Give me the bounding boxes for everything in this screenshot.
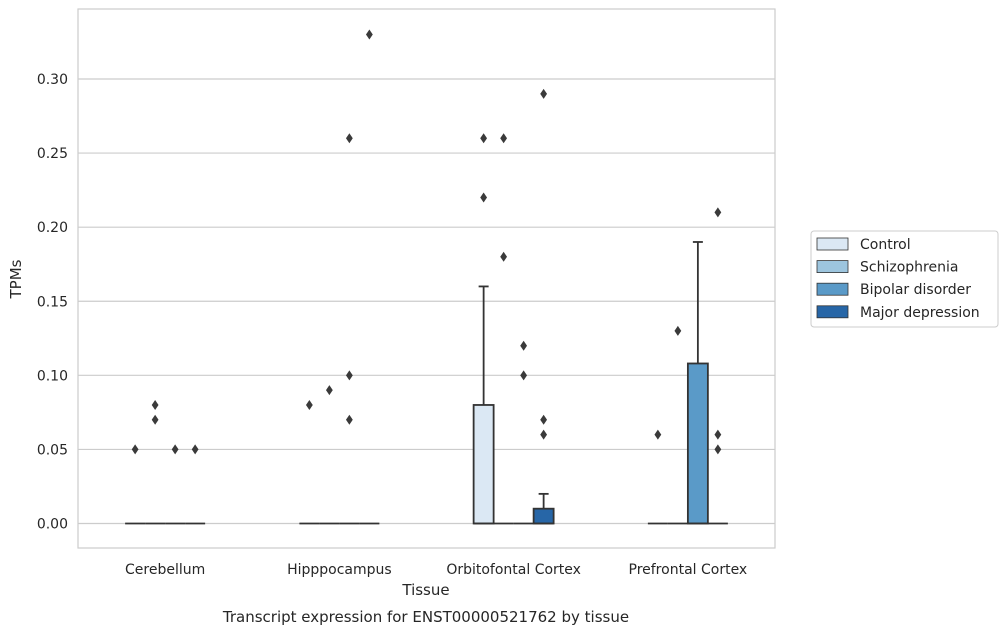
- y-tick-label: 0.20: [37, 220, 68, 236]
- outlier-point: [480, 133, 488, 144]
- outlier-point: [151, 399, 159, 410]
- legend-swatch: [816, 305, 849, 319]
- outlier-point: [540, 414, 548, 425]
- chart-caption: Transcript expression for ENST0000052176…: [222, 608, 629, 626]
- y-tick-label: 0.05: [37, 442, 68, 458]
- y-tick-label: 0.00: [37, 517, 68, 533]
- outlier-point: [540, 88, 548, 99]
- legend-label: Schizophrenia: [860, 260, 958, 276]
- outliers: [131, 29, 722, 455]
- outlier-point: [171, 444, 179, 455]
- y-tick-label: 0.10: [37, 368, 68, 384]
- outlier-point: [540, 429, 548, 440]
- y-tick-label: 0.30: [37, 72, 68, 88]
- box: [532, 507, 555, 525]
- outlier-point: [674, 325, 682, 336]
- outlier-point: [714, 207, 722, 218]
- outlier-point: [654, 429, 662, 440]
- x-tick-label: Prefrontal Cortex: [629, 562, 748, 578]
- legend-items: Control Schizophrenia Bipolar disorder Majo…: [816, 237, 980, 321]
- outlier-point: [345, 370, 353, 381]
- box: [686, 362, 709, 525]
- outlier-point: [131, 444, 139, 455]
- x-tick-label: Orbitofontal Cortex: [446, 562, 581, 578]
- outlier-point: [305, 399, 313, 410]
- outlier-point: [345, 133, 353, 144]
- outlier-point: [714, 429, 722, 440]
- plot-background: [78, 9, 775, 548]
- plot-frame: [77, 8, 776, 549]
- legend-swatch: [816, 282, 849, 296]
- legend-swatch: [816, 237, 849, 251]
- legend-label: Bipolar disorder: [860, 282, 971, 298]
- legend-swatch: [816, 260, 849, 274]
- outlier-point: [191, 444, 199, 455]
- outlier-point: [520, 340, 528, 351]
- y-tick-label: 0.25: [37, 146, 68, 162]
- outlier-point: [520, 370, 528, 381]
- x-tick-label: Hipppocampus: [287, 562, 392, 578]
- y-axis-ticks: 0.00 0.05 0.10 0.15 0.20 0.25 0.30: [37, 72, 68, 533]
- outlier-point: [325, 385, 333, 396]
- legend: Control Schizophrenia Bipolar disorder Majo…: [810, 230, 999, 328]
- y-axis-label: TPMs: [7, 259, 25, 299]
- legend-frame: [810, 230, 999, 328]
- outlier-point: [345, 414, 353, 425]
- box: [472, 404, 495, 525]
- outlier-point: [714, 444, 722, 455]
- outlier-point: [365, 29, 373, 40]
- legend-label: Major depression: [860, 305, 980, 321]
- outlier-point: [500, 133, 508, 144]
- outlier-point: [500, 251, 508, 262]
- x-axis-label: Tissue: [401, 581, 449, 599]
- legend-label: Control: [860, 237, 911, 253]
- x-tick-label: Cerebellum: [125, 562, 205, 578]
- outlier-point: [480, 192, 488, 203]
- x-axis-ticks: Cerebellum Hipppocampus Orbitofontal Corte…: [125, 562, 747, 578]
- boxes: [125, 241, 728, 525]
- outlier-point: [151, 414, 159, 425]
- y-tick-label: 0.15: [37, 294, 68, 310]
